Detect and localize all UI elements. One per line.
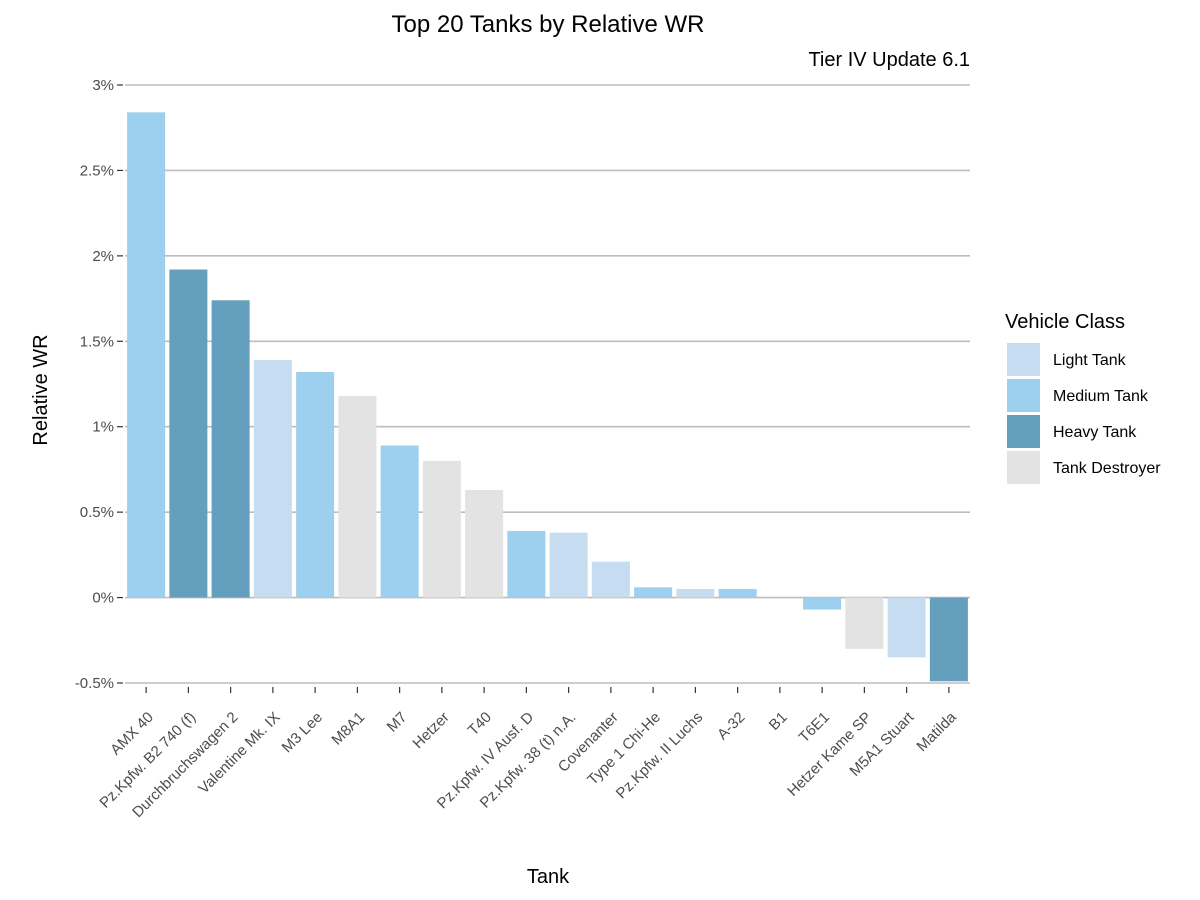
y-tick-label: 0.5% [80, 504, 114, 521]
bar [718, 589, 757, 598]
legend-label: Tank Destroyer [1053, 460, 1161, 477]
legend: Vehicle Class Light Tank Medium Tank Heavy… [1005, 311, 1161, 484]
chart-title: Top 20 Tanks by Relative WR [391, 11, 704, 38]
legend-swatch [1007, 451, 1040, 484]
bar [803, 597, 842, 610]
y-tick-label: -0.5% [75, 675, 114, 692]
y-tick-label: 1.5% [80, 333, 114, 350]
x-tick-label: M3 Lee [279, 709, 326, 756]
legend-label: Medium Tank [1053, 388, 1149, 405]
bars [127, 112, 968, 682]
x-tick-label: T40 [465, 709, 495, 739]
bar [845, 597, 884, 649]
bar [380, 445, 419, 598]
x-axis-title: Tank [527, 866, 570, 888]
x-tick-label: A-32 [714, 709, 748, 743]
y-tick-label: 2.5% [80, 162, 114, 179]
legend-swatch [1007, 343, 1040, 376]
y-tick-label: 2% [92, 248, 114, 265]
bar [591, 561, 630, 598]
bar [338, 395, 377, 598]
x-tick-label: B1 [766, 709, 791, 734]
legend-label: Light Tank [1053, 352, 1127, 369]
x-tick-label: M7 [384, 709, 411, 736]
bar [169, 269, 208, 598]
bar [549, 532, 588, 598]
bar [296, 372, 335, 598]
x-tick-label: Type 1 Chi-He [584, 709, 664, 789]
bar [211, 300, 250, 598]
legend-title: Vehicle Class [1005, 311, 1125, 333]
bar [422, 460, 461, 598]
y-tick-label: 1% [92, 419, 114, 436]
y-axis-title: Relative WR [30, 334, 52, 445]
y-tick-label: 3% [92, 77, 114, 94]
x-tick-label: Matilda [913, 708, 960, 755]
gridlines [125, 84, 970, 684]
chart-subtitle: Tier IV Update 6.1 [808, 49, 970, 71]
x-tick-label: M8A1 [328, 709, 368, 749]
legend-swatch [1007, 379, 1040, 412]
bar [929, 597, 968, 682]
y-tick-label: 0% [92, 590, 114, 607]
bar [676, 589, 715, 598]
x-tick-label: T6E1 [796, 709, 833, 746]
x-tick-label: Hetzer [409, 709, 452, 752]
bar [253, 360, 292, 598]
bar [634, 587, 673, 598]
bar [887, 597, 926, 658]
legend-label: Heavy Tank [1053, 424, 1137, 441]
bar [507, 530, 546, 598]
y-axis-ticks: -0.5% 0% 0.5% 1% 1.5% 2% 2.5% 3% [75, 77, 123, 692]
legend-swatch [1007, 415, 1040, 448]
bar [465, 489, 504, 598]
bar [127, 112, 166, 598]
